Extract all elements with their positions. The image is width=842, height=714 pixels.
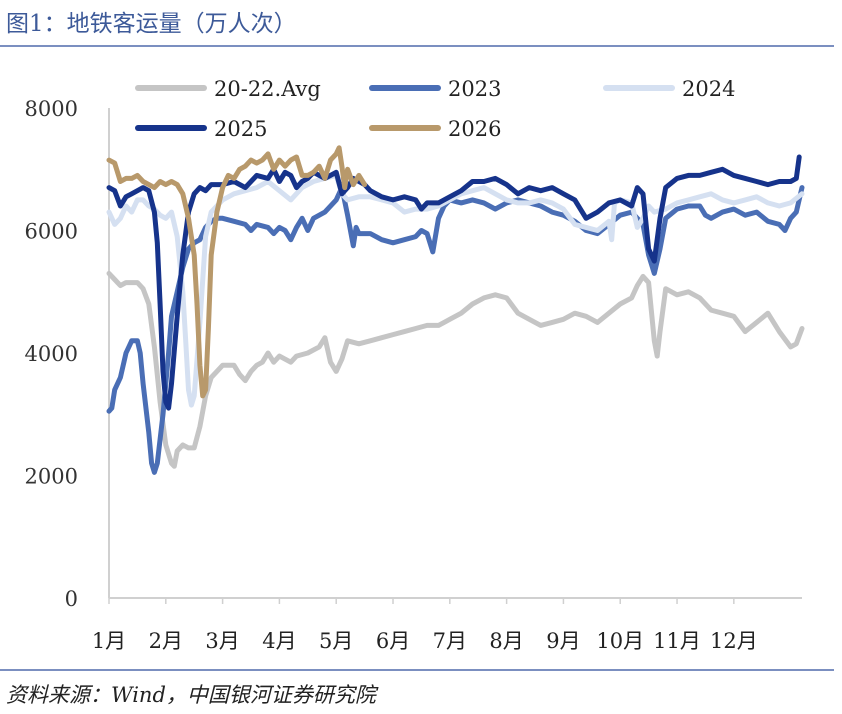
y-tick-label: 6000 [25,220,78,244]
x-tick-label: 12月 [710,629,758,653]
top-rule [0,45,834,47]
y-tick-label: 4000 [25,342,78,366]
legend-label: 20-22.Avg [214,77,321,101]
x-tick-label: 11月 [653,629,701,653]
y-tick-label: 0 [65,587,78,611]
series-line-2026 [106,145,368,399]
legend-label: 2024 [682,77,735,101]
x-tick-label: 8月 [489,629,523,653]
bottom-rule [0,669,834,671]
x-tick-label: 4月 [262,629,296,653]
series-line-2025 [106,154,802,411]
x-tick-label: 1月 [92,629,126,653]
x-tick-label: 7月 [433,629,467,653]
figure-title: 图1：地铁客运量（万人次） [6,11,297,37]
x-tick-label: 5月 [319,629,353,653]
y-tick-label: 8000 [25,97,78,121]
legend-label: 2026 [448,117,501,141]
series-line-20-22.Avg [106,270,805,469]
legend-label: 2025 [214,117,267,141]
series-line-2024 [106,172,805,408]
y-tick-label: 2000 [25,465,78,489]
x-tick-label: 6月 [376,629,410,653]
legend-label: 2023 [448,77,501,101]
x-tick-label: 2月 [149,629,183,653]
x-tick-label: 9月 [546,629,580,653]
series-line-2023 [106,185,805,475]
source-note: 资料来源：Wind，中国银河证券研究院 [6,683,376,707]
x-tick-label: 10月 [596,629,644,653]
x-tick-label: 3月 [205,629,239,653]
line-chart: 0 2000 4000 6000 8000 1月 2月 3月 4月 5月 6月 7月 8月 9月 10月 11… [25,77,805,653]
